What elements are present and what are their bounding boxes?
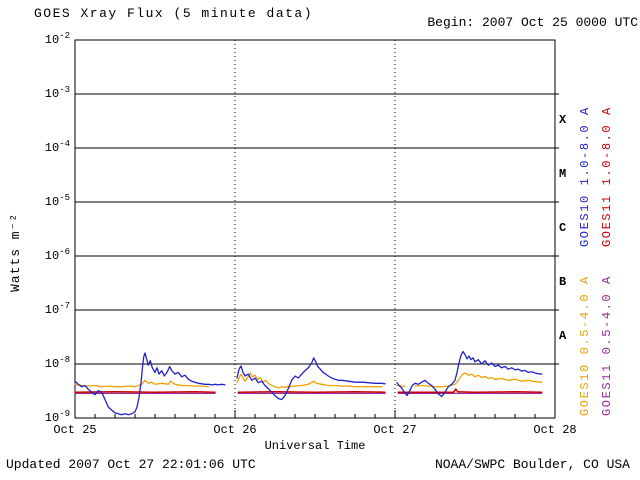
y-tick-label: 10-9 <box>44 409 70 425</box>
y-tick-label: 10-7 <box>44 301 70 317</box>
x-tick-label: Oct 27 <box>373 423 417 437</box>
y-tick-label: 10-5 <box>44 193 70 209</box>
series-segment <box>397 388 543 393</box>
series-segment <box>236 357 386 401</box>
series-legend-label: GOES11 1.0-8.0 A <box>600 106 614 247</box>
flare-class-label: B <box>559 275 567 289</box>
flare-class-label: C <box>559 221 567 235</box>
series-segment <box>414 372 543 388</box>
x-tick-label: Oct 26 <box>213 423 257 437</box>
flare-class-label: M <box>559 167 567 181</box>
x-tick-label: Oct 25 <box>53 423 97 437</box>
plot-frame <box>74 39 556 419</box>
series-segment <box>74 352 226 416</box>
series-legend-label: GOES11 0.5-4.0 A <box>600 275 614 416</box>
y-axis-label: Watts m⁻² <box>8 212 23 292</box>
series-segment <box>396 350 543 398</box>
begin-time-label: Begin: 2007 Oct 25 0000 UTC <box>427 15 638 30</box>
y-tick-label: 10-3 <box>44 85 70 101</box>
chart-title: GOES Xray Flux (5 minute data) <box>34 6 314 21</box>
series-legend-label: GOES10 1.0-8.0 A <box>578 106 592 247</box>
y-tick-label: 10-6 <box>44 247 70 263</box>
y-tick-label: 10-8 <box>44 355 70 371</box>
updated-timestamp: Updated 2007 Oct 27 22:01:06 UTC <box>6 457 256 472</box>
series-segment <box>74 379 209 388</box>
y-tick-label: 10-4 <box>44 139 70 155</box>
series-legend-label: GOES10 0.5-4.0 A <box>578 275 592 416</box>
series-segment <box>396 384 406 387</box>
y-tick-label: 10-2 <box>44 31 70 47</box>
series-segment <box>236 372 383 389</box>
flare-class-label: X <box>559 113 567 127</box>
credit-label: NOAA/SWPC Boulder, CO USA <box>434 457 630 472</box>
x-axis-label: Universal Time <box>264 439 366 453</box>
flare-class-label: A <box>559 329 567 343</box>
x-tick-label: Oct 28 <box>533 423 577 437</box>
